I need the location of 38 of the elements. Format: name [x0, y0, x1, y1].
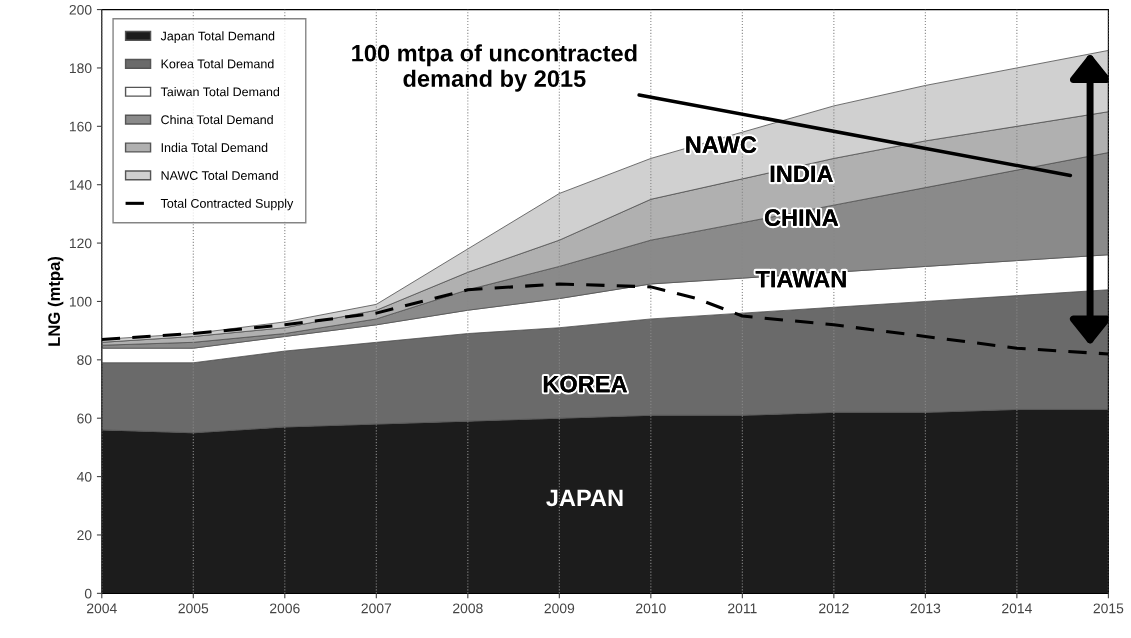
x-tick-label: 2009 [544, 603, 575, 614]
x-tick-label: 2011 [728, 603, 757, 614]
y-tick-label: 160 [69, 121, 92, 132]
y-tick-label: 200 [69, 4, 92, 15]
y-tick-label: 180 [69, 63, 92, 74]
x-tick-label: 2012 [819, 603, 849, 614]
x-tick-label: 2014 [1002, 603, 1032, 614]
legend-label: Korea Total Demand [161, 59, 274, 69]
x-tick-label: 2008 [453, 603, 483, 614]
annotation: JAPAN [546, 489, 623, 507]
y-tick-label: 40 [76, 471, 92, 482]
legend-label: Total Contracted Supply [160, 198, 294, 211]
y-tick-label: 80 [77, 355, 92, 365]
annotation: INDIA [770, 165, 833, 183]
annotation: CHINA [764, 209, 839, 227]
annotation: KOREA [543, 375, 627, 393]
x-tick-label: 2007 [361, 603, 392, 614]
annotation: 100 mtpa of uncontracted demand by 2015 [352, 44, 637, 92]
legend-label: China Total Demand [161, 114, 273, 125]
x-tick-label: 2013 [910, 603, 941, 614]
x-tick-label: 2004 [87, 603, 117, 614]
legend-label: Taiwan Total Demand [160, 87, 280, 97]
x-tick-label: 2010 [636, 603, 666, 614]
annotation: TIAWAN [755, 270, 846, 288]
x-tick-label: 2006 [270, 603, 300, 614]
y-tick-label: 0 [84, 588, 92, 599]
y-tick-label: 60 [77, 413, 92, 424]
y-tick-label: 140 [69, 180, 92, 190]
legend-label: NAWC Total Demand [161, 170, 278, 180]
y-tick-label: 100 [69, 296, 92, 307]
legend-label: Japan Total Demand [160, 31, 275, 43]
annotation: NAWC [686, 136, 757, 154]
x-tick-label: 2015 [1093, 603, 1124, 614]
y-tick-label: 20 [77, 530, 92, 541]
x-tick-label: 2005 [178, 603, 209, 614]
y-axis-title: LNG (mtpa) [47, 256, 64, 346]
y-tick-label: 120 [69, 238, 92, 249]
legend-label: India Total Demand [161, 142, 268, 153]
